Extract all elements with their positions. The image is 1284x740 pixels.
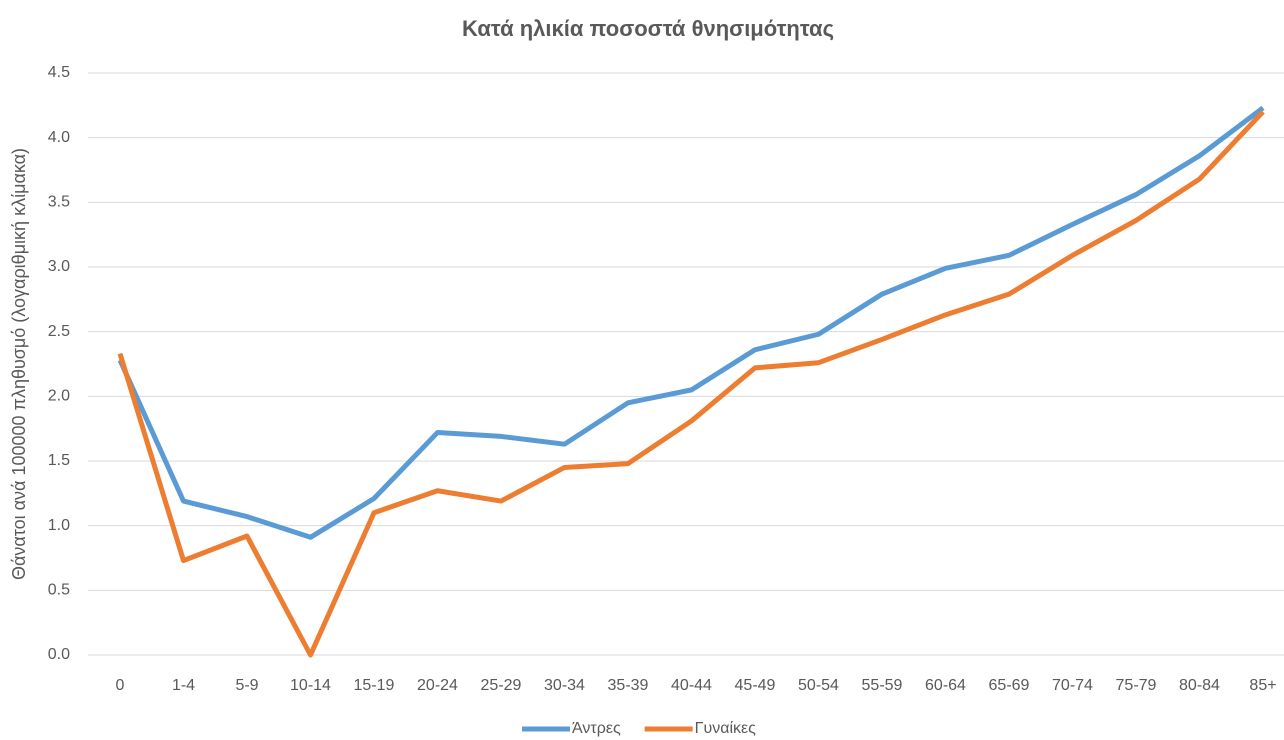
- legend-label: Γυναίκες: [695, 720, 757, 737]
- x-tick-label: 15-19: [354, 677, 395, 694]
- x-tick-label: 25-29: [481, 677, 522, 694]
- chart-title: Κατά ηλικία ποσοστά θνησιμότητας: [462, 16, 834, 41]
- x-tick-label: 75-79: [1116, 677, 1157, 694]
- y-tick-label: 1.0: [48, 517, 70, 534]
- y-tick-label: 3.5: [48, 194, 70, 211]
- x-tick-label: 45-49: [735, 677, 776, 694]
- y-tick-label: 4.0: [48, 129, 70, 146]
- y-tick-label: 2.5: [48, 323, 70, 340]
- series-line: [117, 105, 1265, 540]
- x-tick-label: 55-59: [862, 677, 903, 694]
- y-tick-label: 0.0: [48, 646, 70, 663]
- x-tick-label: 5-9: [235, 677, 258, 694]
- y-tick-label: 0.5: [48, 582, 70, 599]
- x-tick-label: 50-54: [798, 677, 839, 694]
- y-tick-label: 3.0: [48, 258, 70, 275]
- x-tick-label: 0: [116, 677, 125, 694]
- x-tick-label: 30-34: [544, 677, 585, 694]
- y-tick-label: 1.5: [48, 452, 70, 469]
- x-tick-label: 10-14: [290, 677, 331, 694]
- y-tick-label: 4.5: [48, 64, 70, 81]
- y-axis-label: Θάνατοι ανά 100000 πληθυσμό (λογαριθμική…: [9, 148, 29, 580]
- series-line: [117, 110, 1265, 658]
- x-tick-label: 70-74: [1052, 677, 1093, 694]
- x-tick-label: 20-24: [417, 677, 458, 694]
- x-tick-label: 40-44: [671, 677, 712, 694]
- x-tick-label: 1-4: [172, 677, 195, 694]
- x-tick-label: 60-64: [925, 677, 966, 694]
- x-tick-label: 80-84: [1179, 677, 1220, 694]
- y-tick-label: 2.0: [48, 388, 70, 405]
- legend-label: Άντρες: [572, 720, 621, 737]
- x-tick-label: 35-39: [608, 677, 649, 694]
- x-tick-label: 85+: [1249, 677, 1276, 694]
- x-tick-label: 65-69: [989, 677, 1030, 694]
